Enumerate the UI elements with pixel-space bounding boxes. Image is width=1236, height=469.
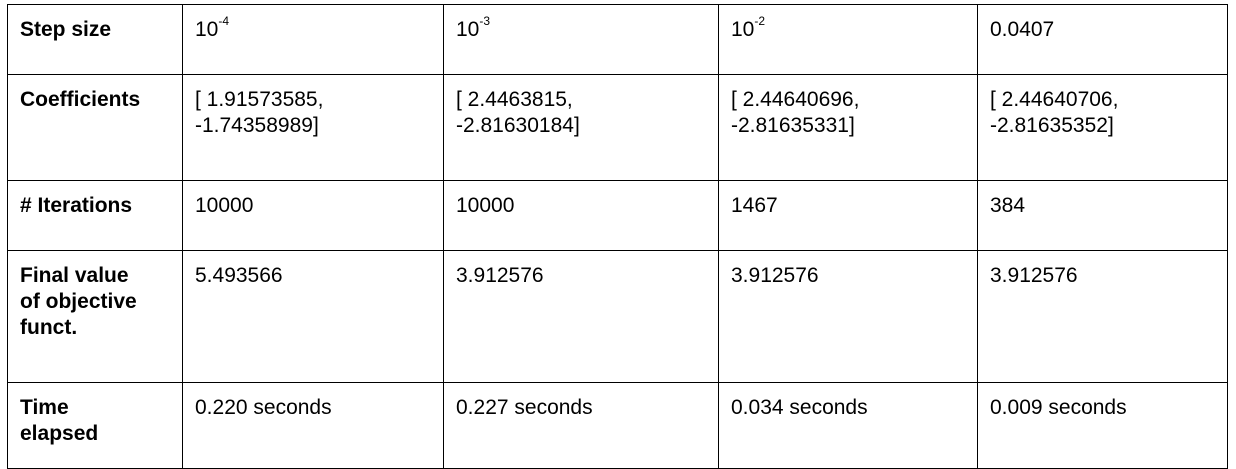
table-cell: [ 2.44640696, -2.81635331] [718, 74, 978, 181]
table-cell: 3.912576 [443, 250, 719, 383]
table-row-final-value: Final value of objective funct. 5.493566… [7, 250, 1228, 383]
row-header-time-elapsed: Time elapsed [7, 382, 183, 469]
step-size-exponent: -4 [218, 14, 230, 28]
row-header-coefficients: Coefficients [7, 74, 183, 181]
table-cell: 3.912576 [977, 250, 1228, 383]
table-cell: 10-2 [718, 4, 978, 75]
table-cell: 384 [977, 180, 1228, 251]
step-size-base: 0.0407 [990, 18, 1055, 41]
step-size-base: 10 [195, 18, 219, 41]
table-cell: 0.227 seconds [443, 382, 719, 469]
table-cell: 0.009 seconds [977, 382, 1228, 469]
table-cell: [ 1.91573585, -1.74358989] [182, 74, 444, 181]
table-cell: 5.493566 [182, 250, 444, 383]
table-cell: 0.0407 [977, 4, 1228, 75]
table-cell: 10000 [443, 180, 719, 251]
step-size-base: 10 [456, 18, 480, 41]
table-cell: 10-3 [443, 4, 719, 75]
table-cell: [ 2.4463815, -2.81630184] [443, 74, 719, 181]
table-row-step-size: Step size 10-4 10-3 10-2 0.0407 [7, 4, 1228, 75]
table-row-time-elapsed: Time elapsed 0.220 seconds 0.227 seconds… [7, 382, 1228, 469]
results-table: Step size 10-4 10-3 10-2 0.0407 Coeffici… [7, 4, 1228, 469]
table-cell: 0.220 seconds [182, 382, 444, 469]
table-row-iterations: # Iterations 10000 10000 1467 384 [7, 180, 1228, 251]
table-cell: 3.912576 [718, 250, 978, 383]
step-size-exponent: -3 [479, 14, 491, 28]
row-header-step-size: Step size [7, 4, 183, 75]
table-cell: 1467 [718, 180, 978, 251]
row-header-iterations: # Iterations [7, 180, 183, 251]
step-size-exponent: -2 [754, 14, 766, 28]
step-size-base: 10 [731, 18, 755, 41]
table-row-coefficients: Coefficients [ 1.91573585, -1.74358989] … [7, 74, 1228, 181]
row-header-final-value: Final value of objective funct. [7, 250, 183, 383]
table-cell: 10000 [182, 180, 444, 251]
table-cell: 0.034 seconds [718, 382, 978, 469]
table-cell: [ 2.44640706, -2.81635352] [977, 74, 1228, 181]
table-cell: 10-4 [182, 4, 444, 75]
